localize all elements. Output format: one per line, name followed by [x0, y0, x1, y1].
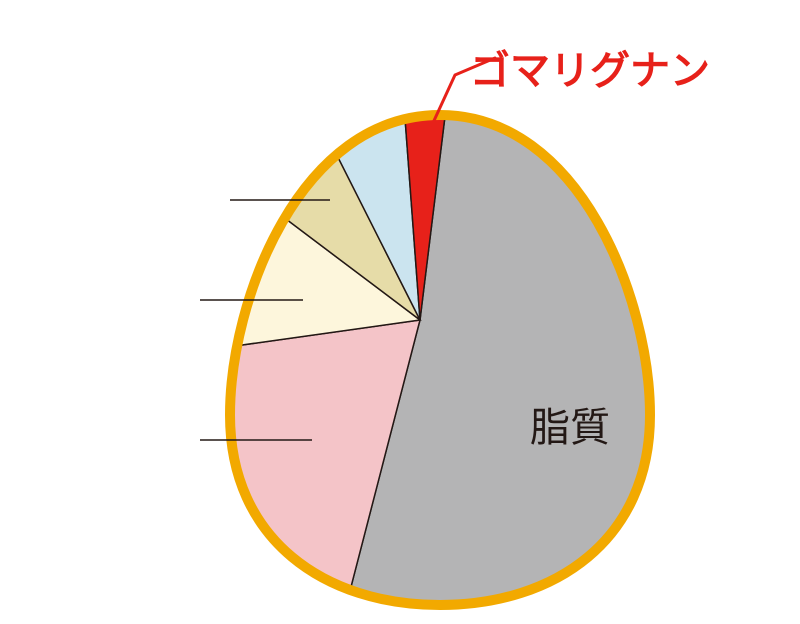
- lignan-callout-label: ゴマリグナン: [470, 38, 710, 96]
- lipid-label: 脂質: [530, 395, 610, 453]
